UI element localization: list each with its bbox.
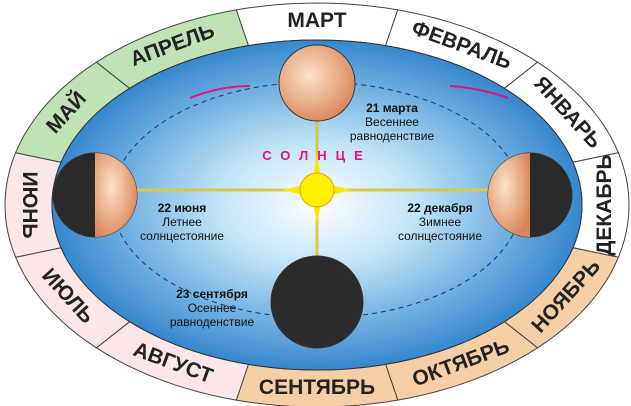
page: МАРТФЕВРАЛЬЯНВАРЬДЕКАБРЬНОЯБРЬОКТЯБРЬСЕН… [0, 0, 631, 406]
seasons-diagram: МАРТФЕВРАЛЬЯНВАРЬДЕКАБРЬНОЯБРЬОКТЯБРЬСЕН… [0, 0, 631, 406]
earth-spring [279, 45, 355, 121]
month-label: ИЮНЬ [18, 171, 41, 238]
date: 22 июня [158, 201, 207, 215]
desc: Весеннее [365, 115, 419, 129]
desc: Зимнее [419, 215, 462, 229]
date: 23 сентября [176, 287, 248, 301]
desc: Летнее [162, 215, 202, 229]
month-label: СЕНТЯБРЬ [259, 376, 375, 399]
desc: Осеннее [188, 301, 237, 315]
desc: равноденствие [170, 315, 255, 329]
sun-label: СОЛНЦЕ [262, 148, 372, 163]
month-label: ДЕКАБРЬ [593, 154, 616, 255]
desc: равноденствие [350, 129, 435, 143]
date: 22 декабря [407, 201, 472, 215]
earth-summer [53, 153, 137, 237]
earth-autumn [271, 256, 363, 348]
desc: солнцестояние [140, 229, 224, 243]
date: 21 марта [366, 101, 418, 115]
earth-winter [488, 153, 572, 237]
month-label: МАРТ [287, 9, 346, 32]
desc: солнцестояние [398, 229, 482, 243]
